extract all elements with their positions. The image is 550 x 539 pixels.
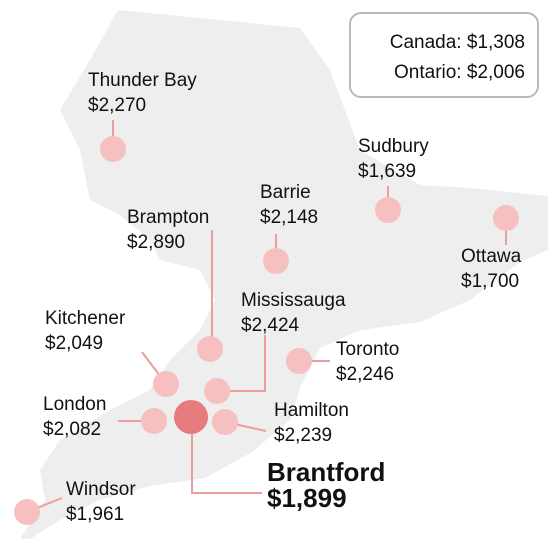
ontario-average: Ontario: $2,006 bbox=[394, 62, 525, 84]
dot-thunder-bay bbox=[100, 136, 126, 162]
dot-windsor bbox=[14, 499, 40, 525]
label-toronto: Toronto bbox=[336, 339, 399, 360]
dot-hamilton bbox=[212, 409, 238, 435]
value-mississauga: $2,424 bbox=[241, 315, 300, 336]
label-kitchener: Kitchener bbox=[45, 308, 126, 329]
label-barrie: Barrie bbox=[260, 182, 311, 203]
label-brantford: Brantford bbox=[267, 457, 385, 487]
dot-brampton bbox=[197, 336, 223, 362]
label-hamilton: Hamilton bbox=[274, 400, 349, 421]
ontario-label: Ontario: bbox=[394, 62, 462, 83]
city-dots bbox=[14, 136, 519, 525]
label-mississauga: Mississauga bbox=[241, 290, 346, 311]
dot-toronto bbox=[286, 348, 312, 374]
dot-mississauga bbox=[204, 378, 230, 404]
label-brampton: Brampton bbox=[127, 207, 209, 228]
dot-kitchener bbox=[153, 371, 179, 397]
label-windsor: Windsor bbox=[66, 479, 136, 500]
dot-sudbury bbox=[375, 197, 401, 223]
dot-london bbox=[141, 408, 167, 434]
label-sudbury: Sudbury bbox=[358, 136, 429, 157]
canada-average: Canada: $1,308 bbox=[390, 32, 525, 54]
value-brampton: $2,890 bbox=[127, 232, 185, 253]
dot-ottawa bbox=[493, 205, 519, 231]
value-windsor: $1,961 bbox=[66, 504, 124, 525]
canada-value: $1,308 bbox=[466, 32, 525, 53]
value-thunder-bay: $2,270 bbox=[88, 95, 146, 116]
value-sudbury: $1,639 bbox=[358, 161, 416, 182]
summary-box: Canada: $1,308 Ontario: $2,006 bbox=[349, 12, 539, 98]
value-brantford: $1,899 bbox=[267, 483, 347, 513]
dot-barrie bbox=[263, 248, 289, 274]
label-thunder-bay: Thunder Bay bbox=[88, 70, 197, 91]
label-ottawa: Ottawa bbox=[461, 246, 522, 267]
city-labels: Thunder Bay $2,270 Sudbury $1,639 Barrie… bbox=[43, 70, 522, 525]
value-barrie: $2,148 bbox=[260, 207, 318, 228]
value-hamilton: $2,239 bbox=[274, 425, 332, 446]
ontario-value: $2,006 bbox=[466, 62, 525, 83]
label-london: London bbox=[43, 394, 106, 415]
canada-label: Canada: bbox=[389, 32, 462, 53]
ontario-landmass bbox=[20, 10, 548, 539]
value-kitchener: $2,049 bbox=[45, 333, 103, 354]
value-ottawa: $1,700 bbox=[461, 271, 519, 292]
value-toronto: $2,246 bbox=[336, 364, 394, 385]
dot-brantford bbox=[174, 400, 208, 434]
value-london: $2,082 bbox=[43, 419, 101, 440]
